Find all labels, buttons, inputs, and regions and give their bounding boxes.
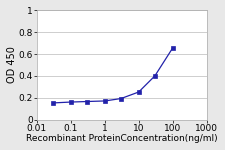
Y-axis label: OD 450: OD 450 [7, 46, 17, 83]
X-axis label: Recombinant ProteinConcentration(ng/ml): Recombinant ProteinConcentration(ng/ml) [26, 134, 218, 143]
